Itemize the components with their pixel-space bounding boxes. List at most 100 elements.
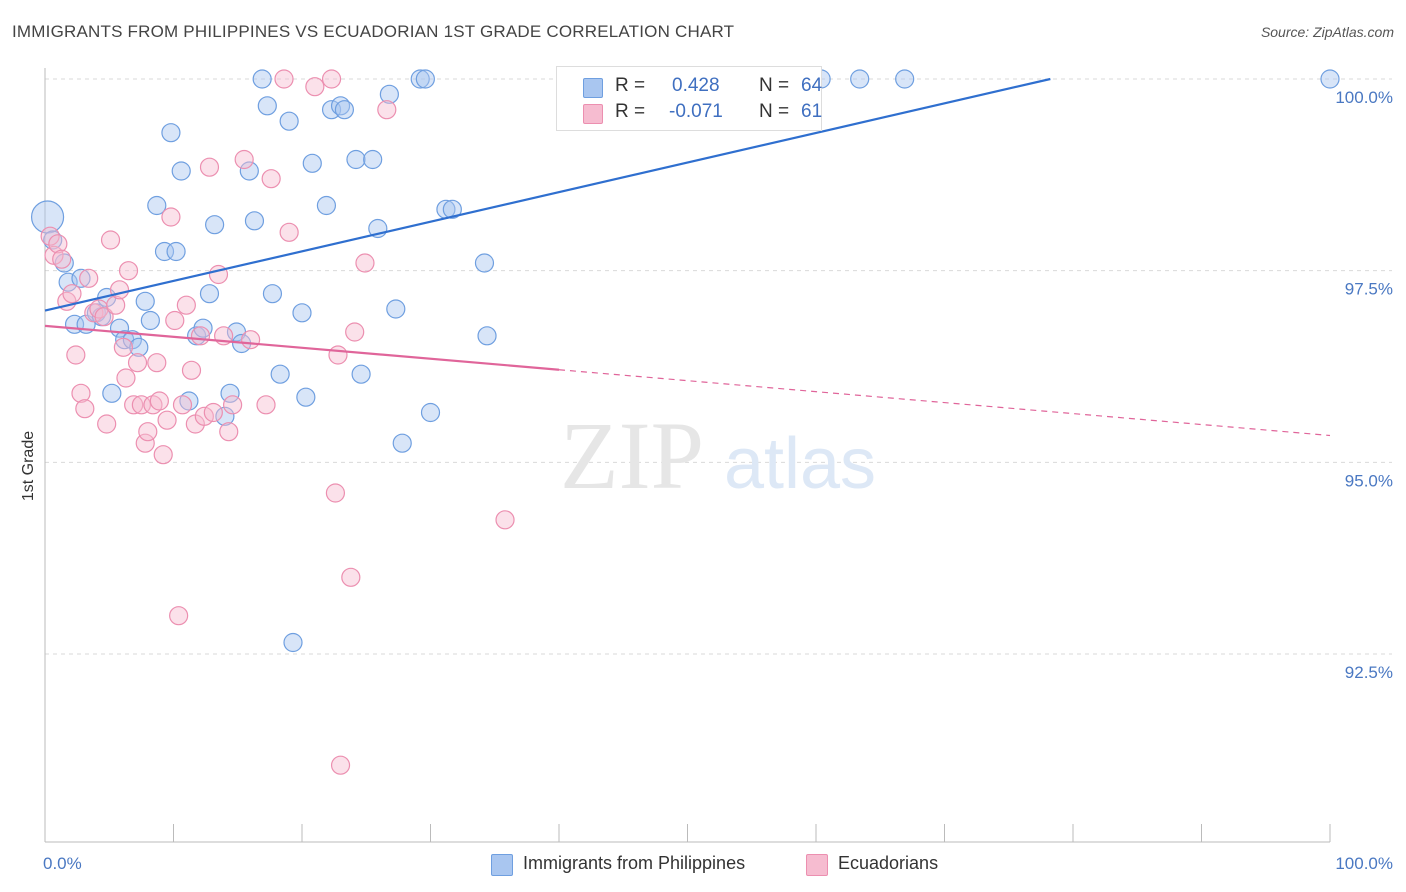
data-point	[71, 268, 91, 288]
data-point	[415, 69, 435, 89]
data-point	[215, 406, 235, 426]
legend-label: Ecuadorians	[838, 853, 939, 873]
data-point	[495, 510, 515, 530]
data-point	[850, 69, 870, 89]
data-point	[116, 368, 136, 388]
data-point	[219, 422, 239, 442]
data-point	[363, 149, 383, 170]
data-point	[62, 284, 82, 304]
data-point	[153, 445, 173, 465]
data-point	[113, 337, 133, 357]
axes	[44, 68, 1331, 843]
y-tick-label: 95.0%	[1345, 471, 1393, 490]
data-point	[351, 364, 371, 384]
data-point	[220, 383, 240, 403]
data-point	[172, 395, 193, 415]
data-point	[302, 153, 322, 173]
data-point	[279, 222, 299, 242]
data-point	[149, 391, 169, 411]
data-point	[477, 326, 497, 346]
data-point	[40, 226, 60, 246]
data-point	[193, 318, 213, 338]
data-point	[135, 291, 155, 311]
data-point	[181, 360, 202, 380]
data-point	[140, 310, 160, 331]
data-point	[161, 207, 181, 227]
trend-line-ecuadorians-extension	[558, 369, 1331, 437]
data-point	[328, 345, 348, 365]
data-point	[84, 303, 104, 323]
data-point	[274, 69, 294, 89]
data-point	[305, 77, 325, 97]
data-point	[392, 433, 412, 453]
watermark: ZIP atlas	[560, 402, 876, 509]
data-point	[442, 199, 462, 219]
data-point	[66, 345, 86, 365]
data-point	[127, 353, 148, 373]
data-point	[135, 433, 155, 453]
legend-swatch-pink	[806, 854, 828, 876]
data-point	[79, 268, 99, 288]
data-point	[205, 215, 225, 235]
data-point	[118, 261, 139, 281]
data-point	[165, 310, 185, 331]
data-point	[325, 483, 346, 503]
r-label: R =	[615, 101, 646, 122]
data-point	[147, 353, 167, 373]
stats-swatch-pink	[583, 104, 603, 124]
trend-line-philippines	[44, 77, 1051, 312]
data-point	[234, 149, 254, 170]
data-point	[131, 395, 151, 415]
data-point	[330, 755, 351, 775]
data-point	[283, 632, 303, 653]
data-point	[106, 295, 126, 315]
x-tick-label: 100.0%	[1335, 854, 1393, 873]
gridlines	[45, 78, 1392, 655]
stats-box: R = 0.428 N = 64 R = -0.071 N = 61	[556, 66, 822, 131]
data-point	[161, 123, 181, 143]
data-point	[52, 249, 72, 269]
data-point	[48, 234, 68, 254]
x-tick-label: 0.0%	[43, 854, 82, 873]
data-point	[129, 337, 149, 357]
data-point	[252, 69, 272, 89]
data-point	[410, 69, 430, 89]
trend-lines	[44, 77, 1331, 437]
data-point	[58, 272, 78, 292]
watermark-atlas: atlas	[724, 424, 876, 504]
n-label: N =	[759, 101, 790, 122]
series-ecuadorians-points	[40, 69, 515, 775]
data-point	[239, 161, 259, 181]
data-point	[341, 567, 361, 587]
data-point	[379, 84, 399, 104]
data-point	[346, 149, 366, 170]
data-point	[97, 414, 117, 434]
data-point	[241, 330, 261, 350]
data-point	[199, 284, 220, 304]
data-point	[256, 395, 276, 415]
n-value: 61	[801, 101, 823, 122]
y-tick-label: 100.0%	[1335, 88, 1393, 107]
legend-swatch-blue	[491, 854, 513, 876]
data-point	[279, 111, 299, 131]
data-point	[296, 387, 316, 407]
data-point	[474, 253, 495, 273]
trend-line-ecuadorians	[44, 324, 560, 371]
data-point	[203, 402, 223, 423]
data-point	[199, 157, 220, 177]
data-point	[420, 402, 441, 423]
data-point	[355, 253, 375, 273]
data-point	[109, 280, 130, 300]
y-tick-label: 92.5%	[1345, 663, 1393, 682]
r-label: R =	[615, 75, 646, 96]
stats-swatch-blue	[583, 78, 603, 98]
data-point	[71, 383, 91, 403]
watermark-zip: ZIP	[560, 402, 704, 509]
data-point	[190, 326, 211, 346]
data-point	[334, 100, 355, 120]
data-point	[94, 307, 114, 327]
data-point	[75, 399, 95, 419]
data-point	[102, 383, 122, 403]
n-value: 64	[801, 75, 823, 96]
